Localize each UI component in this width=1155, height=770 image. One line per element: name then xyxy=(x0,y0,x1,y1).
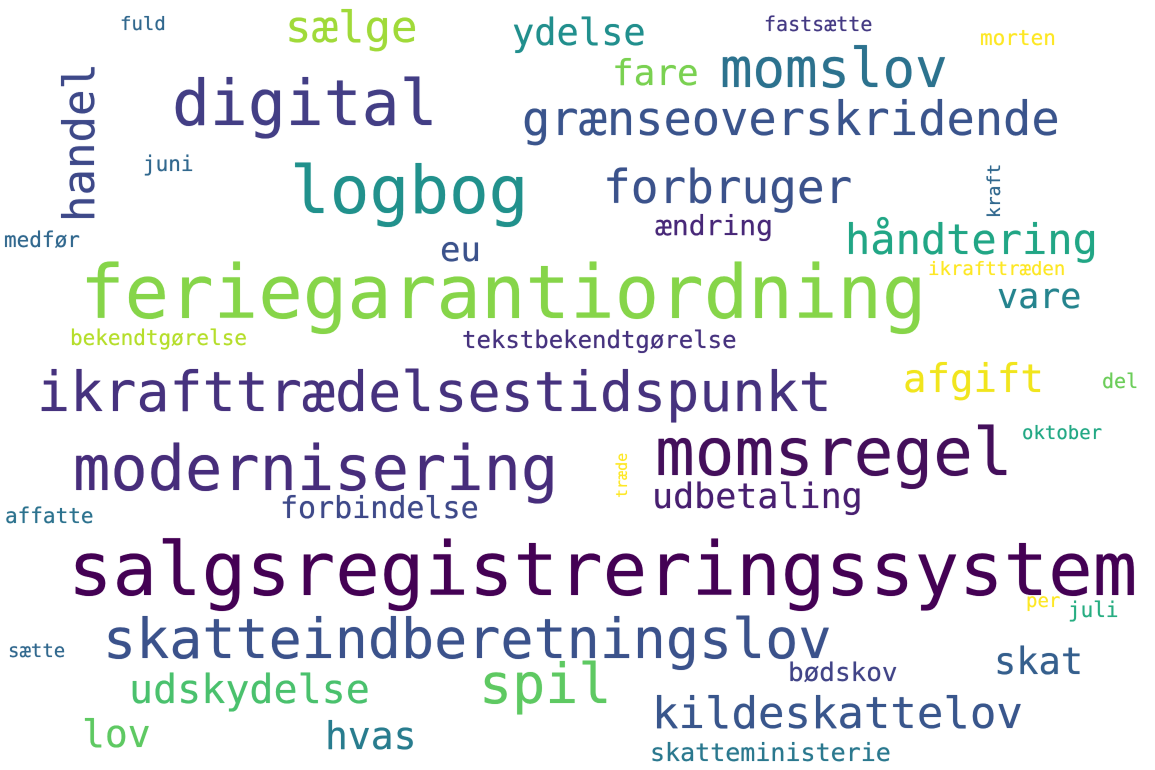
word-kraft: kraft xyxy=(984,163,1005,218)
word-afgift: afgift xyxy=(903,357,1044,402)
word-momslov: momslov xyxy=(720,37,948,100)
word-vare: vare xyxy=(997,277,1082,317)
word-ikrafttraedelsestidspunkt: ikrafttrædelsestidspunkt xyxy=(37,360,832,424)
word-aendring: ændring xyxy=(655,209,774,242)
word-oktober: oktober xyxy=(1022,422,1103,444)
word-lov: lov xyxy=(82,712,151,756)
word-hvas: hvas xyxy=(325,714,417,758)
word-traede: træde xyxy=(613,452,631,498)
word-fuld: fuld xyxy=(120,13,166,35)
word-udskydelse: udskydelse xyxy=(129,667,370,713)
word-forbindelse: forbindelse xyxy=(280,491,479,526)
word-eu: eu xyxy=(440,230,481,270)
word-ydelse: ydelse xyxy=(512,11,646,54)
word-fastsaette: fastsætte xyxy=(764,12,873,36)
word-bekendtgoerelse: bekendtgørelse xyxy=(70,326,248,350)
word-del: del xyxy=(1102,369,1139,393)
word-handel: handel xyxy=(54,63,105,222)
word-kildeskattelov: kildeskattelov xyxy=(652,688,1023,739)
word-skat: skat xyxy=(994,640,1084,683)
word-momsregel: momsregel xyxy=(655,414,1013,491)
word-spil: spil xyxy=(479,652,612,716)
word-haandtering: håndtering xyxy=(845,215,1098,264)
word-saette: sætte xyxy=(8,640,66,662)
word-skatteministerie: skatteministerie xyxy=(650,738,891,767)
word-juni: juni xyxy=(143,152,194,176)
word-saelge: sælge xyxy=(285,2,418,53)
word-ikrafttraeden: ikrafttræden xyxy=(928,258,1066,280)
word-per: per xyxy=(1026,590,1061,612)
word-forbruger: forbruger xyxy=(603,160,853,214)
word-juli: juli xyxy=(1068,598,1119,622)
word-salgsregistreringssystem: salgsregistreringssystem xyxy=(68,527,1138,613)
word-logbog: logbog xyxy=(290,152,529,229)
word-boedskov: bødskov xyxy=(788,658,898,688)
word-fare: fare xyxy=(612,53,699,94)
word-medfoer: medfør xyxy=(4,228,80,252)
word-modernisering: modernisering xyxy=(73,432,559,505)
word-affatte: affatte xyxy=(5,504,94,528)
word-skatteindberetningslov: skatteindberetningslov xyxy=(103,607,832,671)
word-feriegarantiordning: feriegarantiordning xyxy=(80,250,927,336)
word-morten: morten xyxy=(980,26,1056,50)
word-graenseoverskridende: grænseoverskridende xyxy=(522,92,1060,147)
word-udbetaling: udbetaling xyxy=(652,477,863,517)
word-digital: digital xyxy=(172,67,438,140)
word-tekstbekendtgoerelse: tekstbekendtgørelse xyxy=(462,326,737,354)
